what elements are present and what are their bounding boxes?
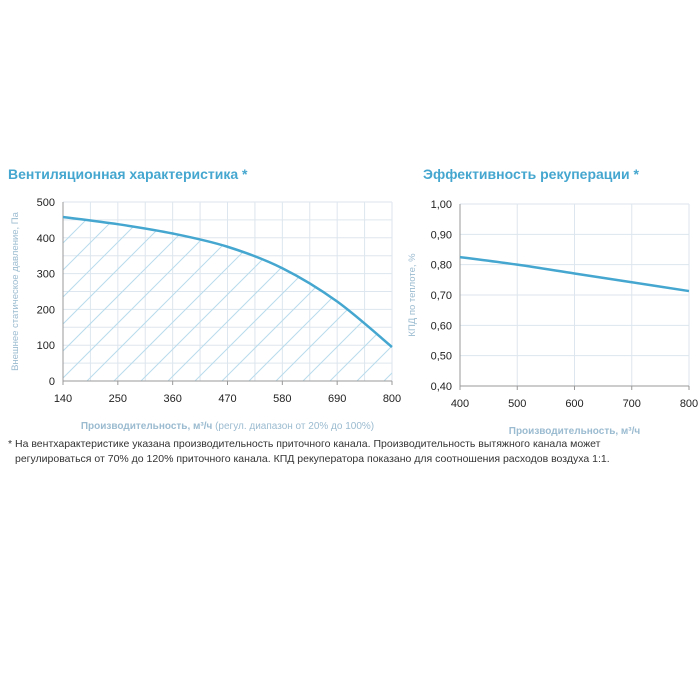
x-tick-label: 600 — [565, 398, 583, 410]
y-tick-label: 0,50 — [431, 351, 452, 363]
x-tick-label: 700 — [623, 398, 641, 410]
hatch-line — [356, 217, 392, 381]
hatch-line — [167, 217, 392, 381]
y-tick-label: 1,00 — [431, 199, 452, 211]
hatch-line — [63, 217, 267, 381]
x-tick-label: 800 — [680, 398, 698, 410]
footnote-line2: регулироваться от 70% до 120% приточного… — [15, 453, 610, 465]
y-tick-label: 0 — [49, 376, 55, 388]
y-axis-label: Внешнее статическое давление, Па — [10, 211, 21, 371]
series-line — [62, 215, 393, 348]
x-tick-label: 140 — [54, 393, 72, 405]
hatch-line — [140, 217, 392, 381]
x-tick-label: 500 — [508, 398, 526, 410]
x-tick-label: 800 — [383, 393, 401, 405]
x-tick-label: 250 — [109, 393, 127, 405]
y-tick-label: 500 — [37, 197, 55, 209]
x-tick-label: 470 — [218, 393, 236, 405]
hatch-line — [63, 217, 240, 381]
hatch-line — [63, 217, 321, 381]
hatch-line — [383, 217, 392, 381]
footnote: * На вентхарактеристике указана производ… — [8, 437, 698, 467]
y-tick-label: 0,60 — [431, 320, 452, 332]
hatch-line — [221, 217, 392, 381]
y-tick-label: 200 — [37, 304, 55, 316]
hatch-line — [302, 217, 392, 381]
x-axis-label: Производительность, м³/ч (регул. диапазо… — [81, 421, 374, 432]
hatch-line — [63, 217, 159, 381]
y-axis-label: КПД по теплоте, % — [407, 253, 418, 337]
y-tick-label: 0,40 — [431, 381, 452, 393]
hatch-fill — [63, 121, 698, 381]
hatch-line — [438, 121, 698, 381]
hatch-line — [248, 217, 392, 381]
hatch-line — [63, 217, 186, 381]
hatch-line — [63, 217, 294, 381]
footnote-line1: * На вентхарактеристике указана производ… — [8, 438, 601, 450]
hatch-line — [86, 217, 348, 381]
y-tick-label: 300 — [37, 269, 55, 281]
hatch-line — [275, 217, 392, 381]
x-tick-label: 360 — [163, 393, 181, 405]
y-tick-label: 0,70 — [431, 290, 452, 302]
hatch-line — [329, 217, 392, 381]
x-tick-label: 690 — [328, 393, 346, 405]
x-tick-label: 580 — [273, 393, 291, 405]
y-tick-label: 400 — [37, 233, 55, 245]
hatch-line — [194, 217, 392, 381]
y-tick-label: 0,80 — [431, 260, 452, 272]
chart1-title: Вентиляционная характеристика * — [8, 166, 248, 182]
series-line — [459, 255, 690, 293]
y-tick-label: 0,90 — [431, 229, 452, 241]
chart2-title: Эффективность рекуперации * — [423, 166, 639, 182]
y-tick-label: 100 — [37, 340, 55, 352]
hatch-line — [63, 217, 213, 381]
x-tick-label: 400 — [451, 398, 469, 410]
x-axis-label: Производительность, м³/ч — [509, 426, 641, 437]
